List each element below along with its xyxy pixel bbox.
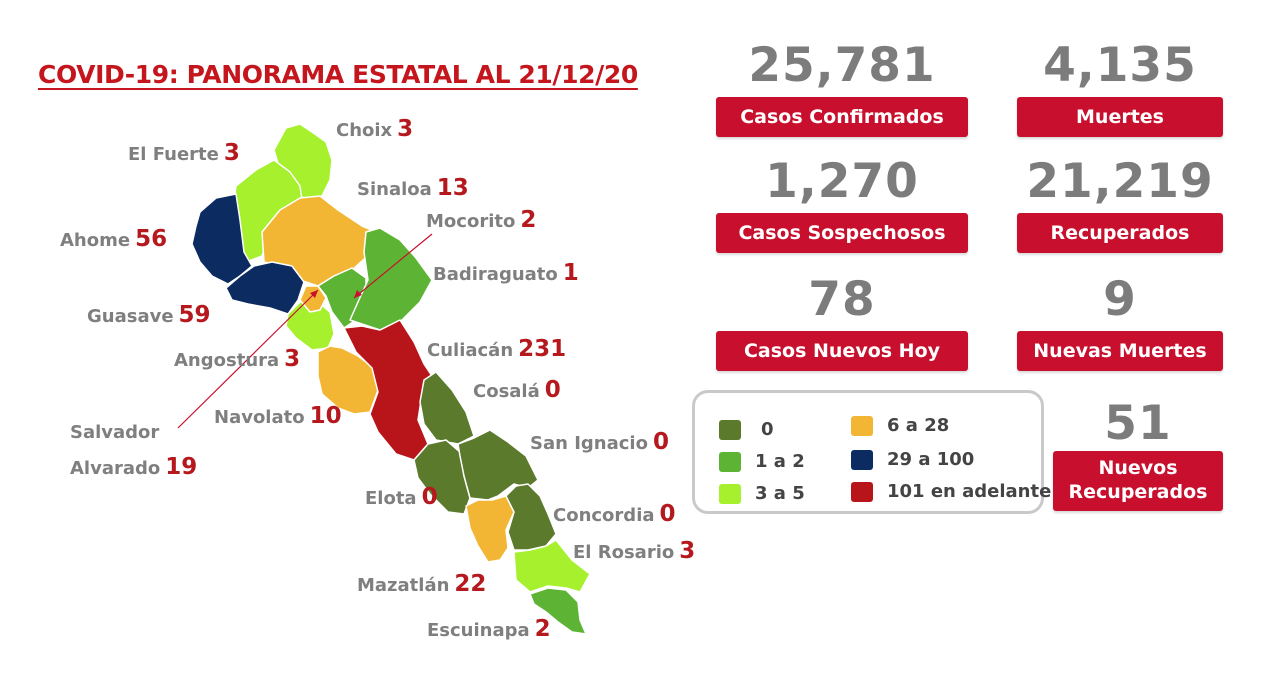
stat-recuperados-label: Recuperados (1017, 213, 1223, 253)
region-cosala[interactable] (419, 371, 475, 445)
legend-swatch-1 (719, 451, 741, 472)
label-mazatlan: Mazatlán 22 (357, 571, 487, 597)
legend-swatch-0 (719, 419, 741, 440)
region-el-rosario[interactable] (513, 539, 591, 593)
label-choix: Choix 3 (336, 116, 414, 142)
stat-sospechosos-label: Casos Sospechosos (716, 213, 968, 253)
color-legend: 0 1 a 2 3 a 5 6 a 28 29 a 100 101 en ade… (692, 390, 1051, 514)
stat-nuevos-recuperados-label-line1: Nuevos (1098, 457, 1178, 479)
label-mocorito: Mocorito 2 (426, 207, 537, 233)
stat-sospechosos: 1,270 Casos Sospechosos (712, 158, 972, 253)
legend-item-5: 101 en adelante (851, 481, 1051, 502)
stat-nuevas-muertes-label: Nuevas Muertes (1017, 331, 1223, 371)
stat-nuevos-hoy-label: Casos Nuevos Hoy (716, 331, 968, 371)
stat-nuevos-recuperados-value: 51 (1104, 396, 1172, 451)
pointer-line-mocorito (353, 233, 433, 299)
region-culiacan[interactable] (343, 319, 433, 461)
stat-muertes-value: 4,135 (1043, 38, 1197, 93)
stat-nuevos-recuperados-label-line2: Recuperados (1068, 480, 1208, 503)
legend-item-1: 1 a 2 (719, 451, 805, 472)
stat-nuevas-muertes-value: 9 (1103, 272, 1137, 327)
stat-nuevos-hoy: 78 Casos Nuevos Hoy (712, 276, 972, 371)
label-angostura: Angostura 3 (174, 346, 301, 372)
stat-recuperados-value: 21,219 (1026, 154, 1214, 209)
stat-confirmados: 25,781 Casos Confirmados (712, 42, 972, 137)
label-escuinapa: Escuinapa 2 (427, 616, 551, 642)
stat-confirmados-label: Casos Confirmados (716, 97, 968, 137)
label-sinaloa: Sinaloa 13 (357, 175, 469, 201)
region-guasave[interactable] (225, 261, 305, 315)
legend-item-0: 0 (719, 419, 774, 440)
stat-nuevas-muertes: 9 Nuevas Muertes (990, 276, 1250, 371)
label-alvarado: Alvarado 19 (70, 454, 198, 480)
label-ahome: Ahome 56 (60, 226, 168, 252)
stat-muertes-label: Muertes (1017, 97, 1223, 137)
label-el-fuerte: El Fuerte 3 (128, 140, 240, 166)
legend-swatch-4 (851, 449, 873, 470)
label-culiacan: Culiacán 231 (427, 336, 567, 362)
label-san-ignacio: San Ignacio 0 (530, 429, 669, 455)
pointer-arrowhead-mocorito (354, 290, 362, 298)
pointer-arrowhead-salvador-alvarado (310, 290, 318, 298)
legend-item-4: 29 a 100 (851, 449, 974, 470)
legend-item-2: 3 a 5 (719, 483, 805, 504)
region-escuinapa[interactable] (529, 587, 587, 635)
stat-nuevos-recuperados-label: Nuevos Recuperados (1053, 451, 1223, 511)
legend-swatch-2 (719, 483, 741, 504)
stat-sospechosos-value: 1,270 (765, 154, 919, 209)
stat-recuperados: 21,219 Recuperados (990, 158, 1250, 253)
label-salvador: Salvador (70, 422, 160, 443)
stat-nuevos-recuperados: 51 Nuevos Recuperados (1008, 400, 1268, 511)
stat-nuevos-hoy-value: 78 (808, 272, 876, 327)
region-mazatlan[interactable] (465, 495, 515, 563)
page-title: COVID-19: PANORAMA ESTATAL AL 21/12/20 (38, 60, 638, 89)
label-navolato: Navolato 10 (214, 403, 342, 429)
label-guasave: Guasave 59 (87, 302, 211, 328)
label-el-rosario: El Rosario 3 (573, 538, 696, 564)
pointer-line-salvador-alvarado (177, 289, 319, 429)
label-badiraguato: Badiraguato 1 (433, 260, 579, 286)
label-cosala: Cosalá 0 (473, 377, 561, 403)
legend-swatch-3 (851, 415, 873, 436)
region-concordia[interactable] (505, 483, 557, 551)
legend-swatch-5 (851, 481, 873, 502)
label-elota: Elota 0 (365, 484, 438, 510)
stat-confirmados-value: 25,781 (748, 38, 936, 93)
stat-muertes: 4,135 Muertes (990, 42, 1250, 137)
sinaloa-map (177, 123, 591, 635)
legend-item-3: 6 a 28 (851, 415, 949, 436)
label-concordia: Concordia 0 (553, 501, 676, 527)
